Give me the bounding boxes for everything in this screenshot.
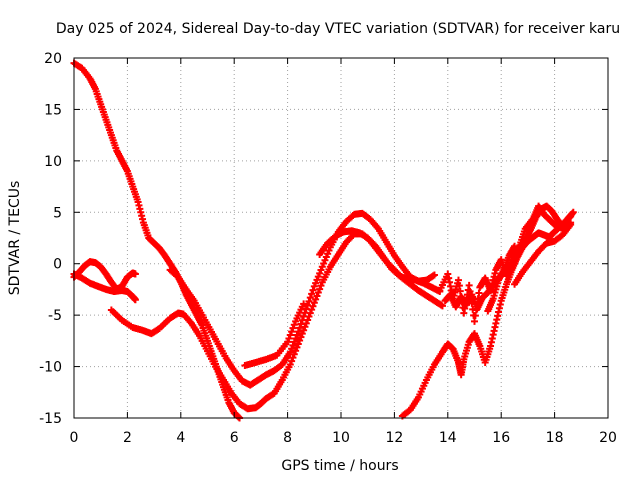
data-point <box>567 221 575 229</box>
axes: 0 2 4 6 8 10 12 14 16 18 20 -15 -10 -5 0 5 10 15 20 <box>39 51 617 446</box>
y-tick-label: -10 <box>39 360 62 376</box>
y-tick-label: -5 <box>48 308 62 324</box>
data-point <box>300 313 308 321</box>
grid <box>74 58 608 418</box>
series-track-6 <box>241 300 308 370</box>
data-point <box>430 271 438 279</box>
y-tick-label: 15 <box>44 102 62 118</box>
data-point <box>305 297 313 305</box>
x-axis-label: GPS time / hours <box>281 458 398 474</box>
data-point <box>294 328 302 336</box>
y-axis-label: SDTVAR / TECUs <box>7 181 23 296</box>
data-series <box>70 59 577 422</box>
data-point <box>438 302 446 310</box>
y-tick-label: -15 <box>39 411 62 427</box>
y-tick-label: 20 <box>44 51 62 67</box>
x-tick-label: 18 <box>546 430 564 446</box>
x-tick-label: 2 <box>123 430 132 446</box>
y-tick-label: 5 <box>53 205 62 221</box>
x-tick-label: 0 <box>70 430 79 446</box>
data-point <box>511 242 519 250</box>
series-track-5 <box>166 209 438 389</box>
data-point <box>306 294 314 302</box>
data-point <box>296 324 304 332</box>
x-tick-label: 12 <box>385 430 403 446</box>
x-tick-label: 6 <box>230 430 239 446</box>
x-tick-label: 20 <box>599 430 617 446</box>
chart-title: Day 025 of 2024, Sidereal Day-to-day VTE… <box>56 21 620 37</box>
data-point <box>304 301 312 309</box>
x-tick-label: 10 <box>332 430 350 446</box>
data-point <box>131 270 139 278</box>
data-point <box>308 290 316 298</box>
series-track-12 <box>484 242 519 315</box>
x-tick-label: 14 <box>439 430 457 446</box>
y-tick-label: 10 <box>44 154 62 170</box>
data-point <box>465 281 473 289</box>
data-point <box>298 316 306 324</box>
series-track-4 <box>70 270 139 304</box>
series-track-2 <box>107 230 446 413</box>
data-point <box>569 208 577 216</box>
data-point <box>131 296 139 304</box>
x-tick-label: 8 <box>283 430 292 446</box>
data-point <box>300 300 308 308</box>
x-tick-label: 16 <box>492 430 510 446</box>
x-tick-label: 4 <box>176 430 185 446</box>
data-point <box>309 286 317 294</box>
data-point <box>297 320 305 328</box>
y-tick-label: 0 <box>53 257 62 273</box>
series-track-11 <box>511 221 575 288</box>
